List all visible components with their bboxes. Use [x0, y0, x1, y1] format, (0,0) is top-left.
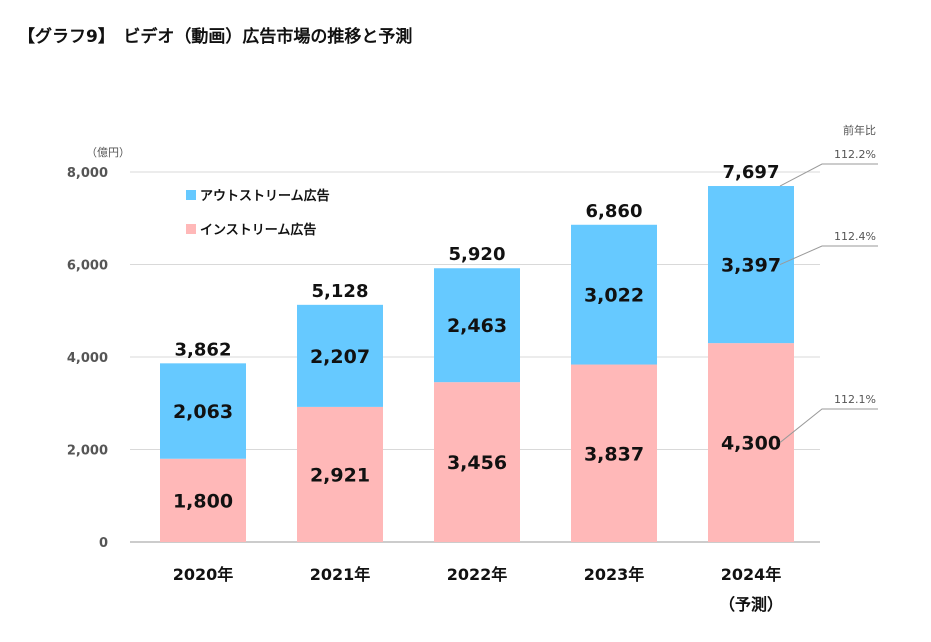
data-label-instream: 2,921 [310, 464, 370, 486]
data-label-outstream: 3,022 [584, 285, 644, 307]
data-label-outstream: 2,063 [173, 401, 233, 423]
bar-outstream [297, 304, 383, 407]
bar-outstream [160, 363, 246, 459]
data-label-total: 6,860 [586, 201, 643, 222]
yoy-total: 112.2% [834, 148, 876, 161]
y-tick-label: 6,000 [67, 259, 108, 274]
legend-label: インストリーム広告 [200, 222, 316, 238]
yoy-leader-line [779, 163, 878, 187]
y-axis-unit: （億円） [86, 146, 130, 159]
bar-instream [160, 458, 246, 542]
legend-label: アウトストリーム広告 [200, 188, 330, 204]
yoy-outstream: 112.4% [834, 230, 876, 243]
x-tick-sublabel: （予測） [719, 595, 783, 614]
data-label-outstream: 2,207 [310, 346, 370, 368]
x-tick-label: 2020年 [173, 565, 234, 584]
bar-instream [297, 406, 383, 542]
legend-swatch [186, 190, 196, 200]
x-tick-label: 2023年 [584, 565, 645, 584]
x-tick-label: 2022年 [447, 565, 508, 584]
yoy-instream: 112.1% [834, 393, 876, 406]
y-tick-label: 0 [99, 536, 108, 551]
data-label-total: 7,697 [723, 162, 780, 183]
data-label-instream: 4,300 [721, 433, 781, 455]
yoy-leader-line [779, 408, 878, 443]
x-tick-label: 2024年 [721, 565, 782, 584]
bar-instream [708, 343, 794, 542]
bar-outstream [571, 224, 657, 365]
data-label-outstream: 3,397 [721, 255, 781, 277]
yoy-leader-line [779, 245, 878, 266]
data-label-outstream: 2,463 [447, 315, 507, 337]
bar-outstream [434, 268, 520, 383]
data-label-total: 3,862 [175, 339, 232, 360]
yoy-heading: 前年比 [843, 123, 876, 137]
page-title: 【グラフ9】 ビデオ（動画）広告市場の推移と予測 [18, 27, 413, 47]
bar-instream [434, 382, 520, 542]
y-tick-label: 4,000 [67, 351, 108, 366]
bar-instream [571, 364, 657, 542]
data-label-instream: 1,800 [173, 490, 233, 512]
data-label-instream: 3,837 [584, 443, 644, 465]
x-tick-label: 2021年 [310, 565, 371, 584]
legend-swatch [186, 224, 196, 234]
bar-outstream [708, 186, 794, 344]
y-tick-label: 8,000 [67, 166, 108, 181]
data-label-total: 5,920 [449, 244, 506, 265]
y-tick-label: 2,000 [67, 444, 108, 459]
data-label-total: 5,128 [312, 281, 369, 302]
data-label-instream: 3,456 [447, 452, 507, 474]
